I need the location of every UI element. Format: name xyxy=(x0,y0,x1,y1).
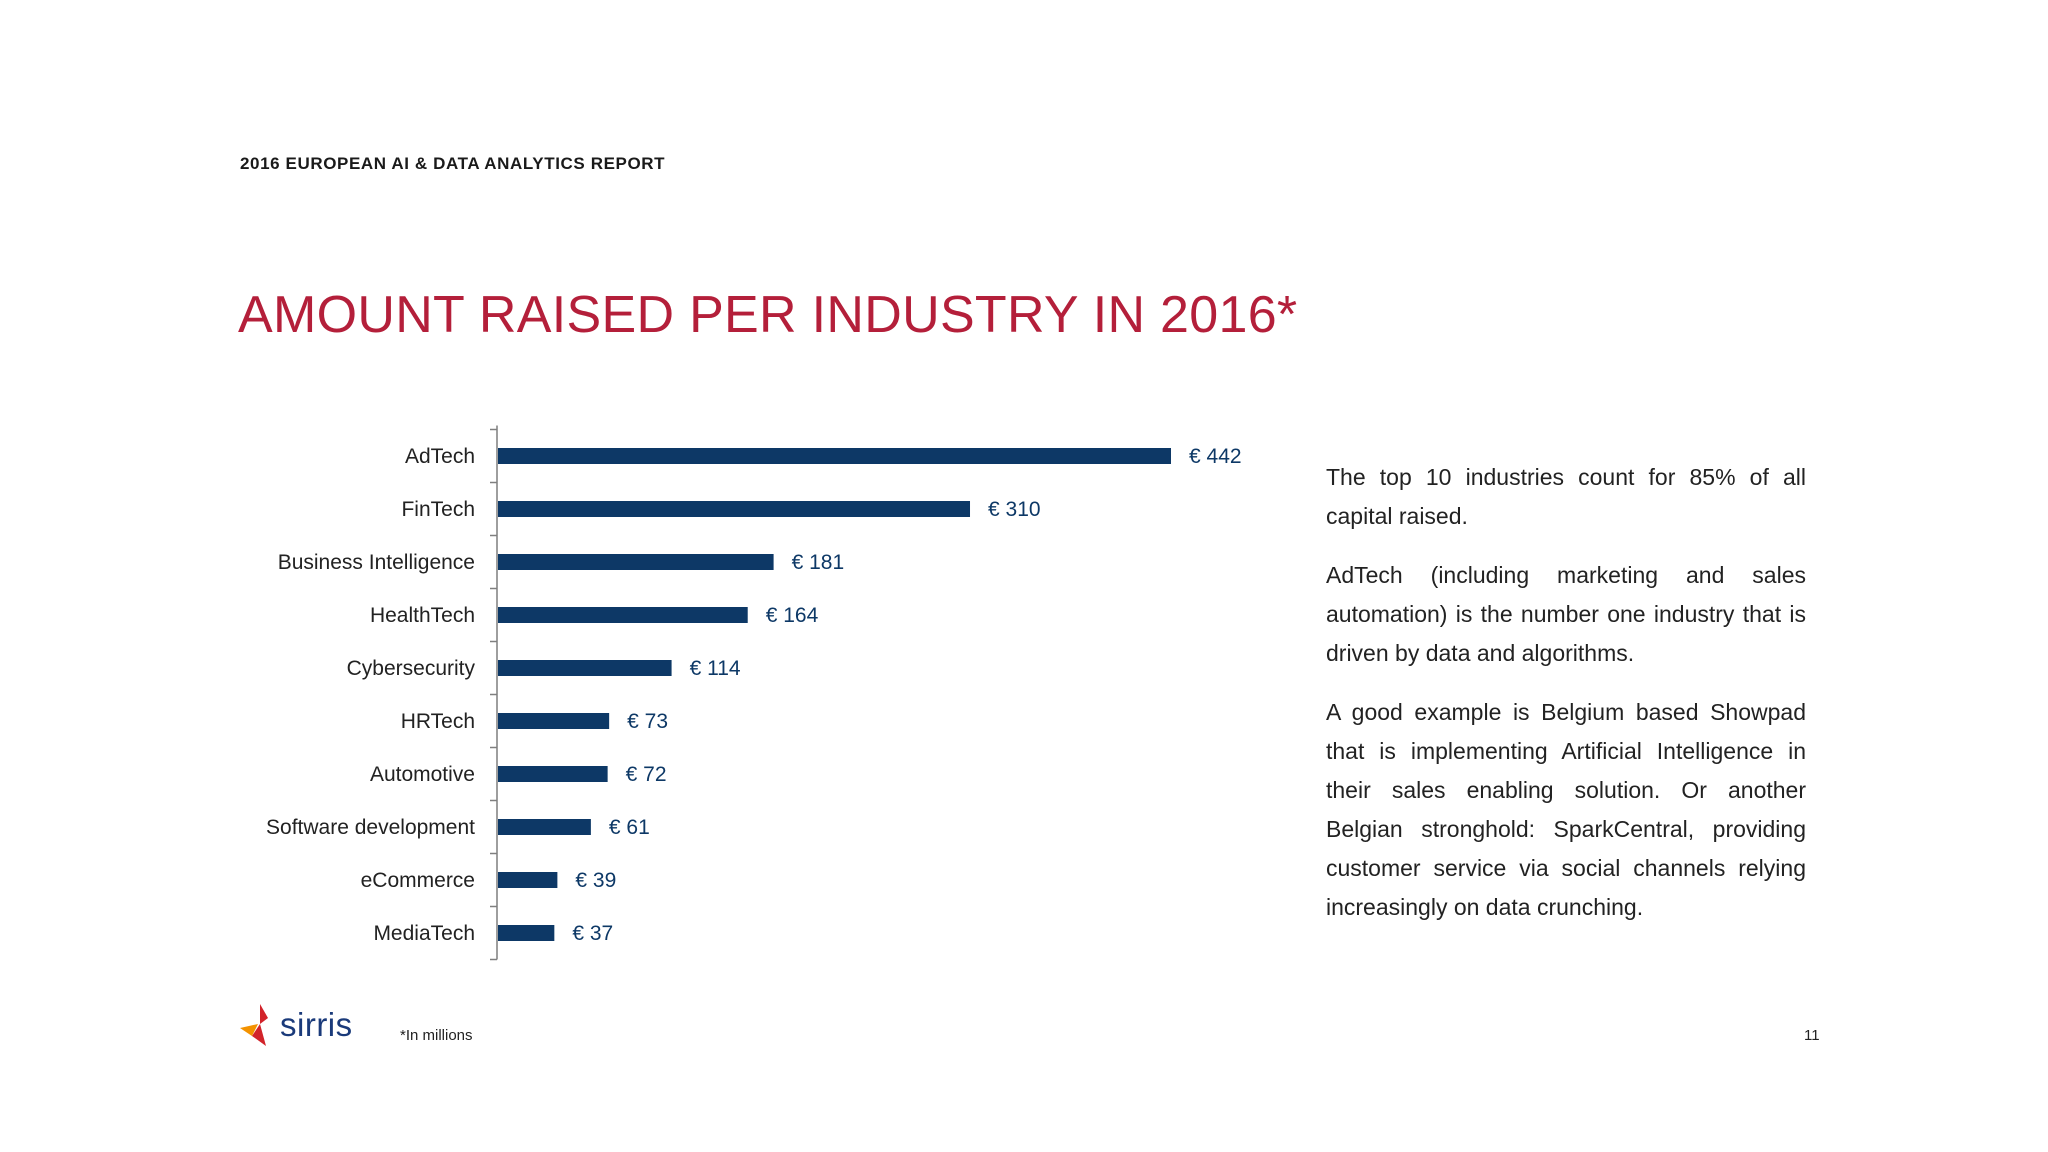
category-label: HealthTech xyxy=(370,604,475,627)
data-label: € 37 xyxy=(572,922,613,945)
category-label: Software development xyxy=(266,816,475,839)
side-paragraph-3: A good example is Belgium based Showpad … xyxy=(1326,699,1806,920)
category-label: FinTech xyxy=(401,498,475,521)
data-label: € 39 xyxy=(575,869,616,892)
bar xyxy=(498,872,558,888)
data-label: € 310 xyxy=(988,498,1041,521)
page-number: 11 xyxy=(1804,1027,1820,1044)
side-paragraph-2: AdTech (including marketing and sales au… xyxy=(1326,562,1806,666)
bar xyxy=(498,713,610,729)
bar xyxy=(498,448,1171,464)
category-label: Business Intelligence xyxy=(278,551,475,574)
bar xyxy=(498,660,672,676)
data-label: € 114 xyxy=(690,657,741,680)
category-label: Cybersecurity xyxy=(347,657,476,680)
category-label: AdTech xyxy=(405,445,475,468)
sirris-logo-mark-icon xyxy=(240,1004,268,1046)
report-title: 2016 EUROPEAN AI & DATA ANALYTICS REPORT xyxy=(240,154,666,173)
bar xyxy=(498,766,608,782)
category-label: Automotive xyxy=(370,763,475,786)
side-text: The top 10 industries count for 85% of a… xyxy=(1326,458,1806,947)
data-label: € 61 xyxy=(609,816,650,839)
data-label: € 181 xyxy=(792,551,845,574)
page-title: AMOUNT RAISED PER INDUSTRY IN 2016* xyxy=(238,286,1298,344)
data-label: € 164 xyxy=(766,604,819,627)
bar xyxy=(498,554,774,570)
logo-text: sirris xyxy=(280,1006,353,1043)
footnote: *In millions xyxy=(400,1027,473,1044)
category-label: HRTech xyxy=(401,710,475,733)
category-label: eCommerce xyxy=(361,869,475,892)
bar xyxy=(498,819,591,835)
data-label: € 72 xyxy=(626,763,667,786)
bar xyxy=(498,607,748,623)
bar xyxy=(498,925,555,941)
data-label: € 442 xyxy=(1189,445,1242,468)
side-paragraph-1: The top 10 industries count for 85% of a… xyxy=(1326,464,1806,529)
sirris-logo: sirris xyxy=(238,1002,368,1052)
category-label: MediaTech xyxy=(373,922,475,945)
data-label: € 73 xyxy=(627,710,668,733)
bar xyxy=(498,501,971,517)
